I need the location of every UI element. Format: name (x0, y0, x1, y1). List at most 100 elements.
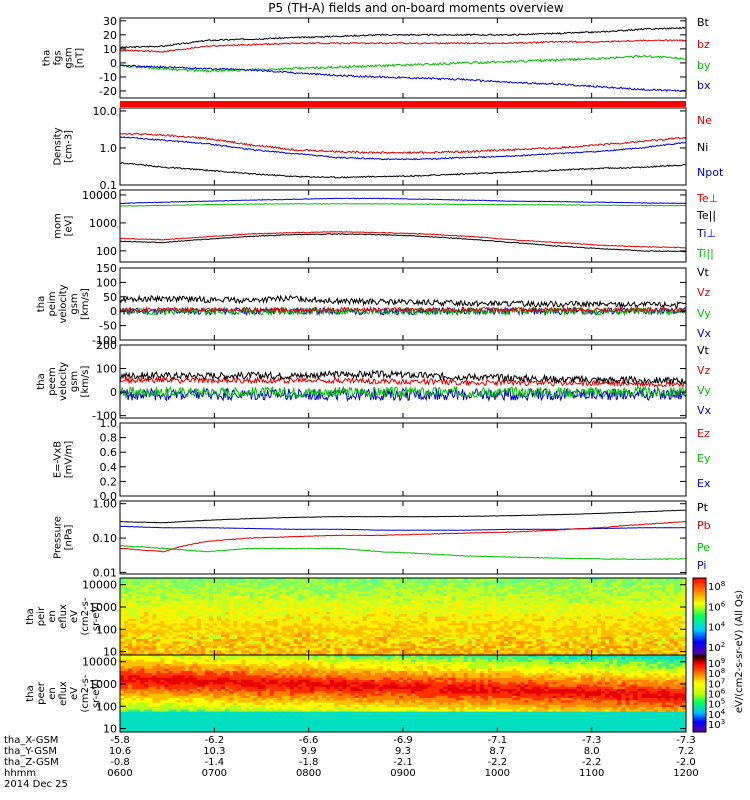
series-Pb (120, 521, 686, 553)
series-Pt (120, 509, 686, 524)
ephem-value: -7.3 (582, 735, 602, 746)
ephem-value: 9.9 (301, 746, 317, 757)
series-bx (120, 64, 686, 93)
ephem-row-label: tha_Y-GSM (4, 746, 57, 757)
y-tick-label: 150 (96, 262, 117, 275)
y-tick-label: 10000 (82, 189, 117, 202)
quality-flag-bar (120, 101, 686, 107)
y-axis-label: peim (47, 291, 58, 316)
y-tick-label: 0.6 (100, 446, 118, 459)
spectrogram (120, 578, 686, 655)
panel-8: 10000 1000 100 10 tha peer en eflux eV (cm2-s-sr-… (25, 654, 726, 736)
ephem-value: -6.9 (393, 735, 413, 746)
ephemeris-table: tha_X-GSM tha_Y-GSM tha_Z-GSM hhmm 2014 … (4, 735, 699, 790)
ephem-value: 0800 (296, 768, 321, 779)
panel-frame (119, 500, 687, 575)
y-axis-label: sr-eV) (91, 602, 102, 631)
y-tick-label: 0.0 (100, 490, 118, 503)
y-axis-label: (cm2-s- (80, 597, 91, 635)
ephem-value: -7.3 (676, 735, 696, 746)
legend-by: by (697, 59, 711, 72)
ephem-value: -2.2 (488, 757, 508, 768)
ephem-value: -6.6 (299, 735, 319, 746)
ephem-row-label: hhmm (4, 768, 36, 779)
ephem-value: -2.1 (393, 757, 413, 768)
series-Ti⊥ (120, 197, 686, 205)
ephem-value: 0700 (202, 768, 227, 779)
y-axis-label: gsm (64, 47, 75, 68)
y-axis-label: [km/s] (80, 365, 91, 397)
y-axis-label: gsm (69, 371, 80, 392)
series-Vt (120, 294, 686, 309)
y-tick-label: 0.8 (100, 432, 118, 445)
y-tick-label: 1000 (89, 217, 117, 230)
y-tick-label: 50 (103, 291, 117, 304)
series-Vt (120, 369, 686, 386)
y-tick-label: 1000 (89, 678, 117, 691)
y-axis-label: eflux (58, 681, 69, 706)
ephem-row-label: tha_X-GSM (4, 735, 58, 746)
chart-title: P5 (TH-A) fields and on-board moments ov… (268, 1, 564, 15)
y-tick-label: -100 (92, 334, 117, 347)
legend-Ez: Ez (697, 427, 710, 440)
y-tick-label: 1000 (89, 601, 117, 614)
series-Te|| (120, 233, 686, 253)
y-tick-label: 10.0 (93, 105, 118, 118)
legend-Bt: Bt (697, 16, 710, 29)
panel-6: 1.00 0.10 0.01 Pressure [nPa] Pt Pb Pe Pi (53, 498, 711, 580)
legend-Ni: Ni (697, 141, 708, 154)
ephem-value: -2.2 (582, 757, 602, 768)
y-tick-label: 10 (103, 646, 117, 659)
y-axis-label: peem (47, 367, 58, 395)
y-axis-label: velocity (58, 362, 69, 401)
legend-Pt: Pt (697, 501, 709, 514)
ephem-value: 0600 (107, 768, 132, 779)
panel-5: 1.0 0.80.6 0.40.2 0.0 E=-VxB [mV/m] Ez Ey Ex (53, 417, 711, 503)
colorbar-tick-label: 104 (708, 621, 726, 634)
spectrogram (120, 655, 686, 732)
colorbar-tick-label: 102 (708, 641, 725, 654)
panel-1: 10.0 1.0 0.1 Density [cm-3] Ne Ni Npot (53, 105, 724, 192)
ephem-value: 1200 (673, 768, 698, 779)
y-tick-label: 1.00 (93, 498, 118, 511)
series-Pi (120, 525, 686, 531)
ephem-row-label: tha_Z-GSM (4, 757, 59, 768)
legend-Pb: Pb (697, 519, 711, 532)
y-tick-label: 0 (110, 305, 117, 318)
legend-Vx: Vx (697, 404, 712, 417)
y-tick-label: 10000 (82, 579, 117, 592)
series-Pe (120, 544, 686, 561)
y-axis-label: mom (53, 213, 64, 239)
y-axis-label: [nPa] (64, 524, 75, 550)
y-tick-label: 1.0 (100, 417, 118, 430)
y-tick-label: 20 (103, 29, 117, 42)
y-tick-label: 100 (96, 623, 117, 636)
colorbar (692, 654, 707, 733)
y-tick-label: 100 (96, 245, 117, 258)
y-tick-label: 10 (103, 723, 117, 736)
colorbar-tick-label: 106 (708, 600, 726, 613)
ephem-value: 0900 (390, 768, 415, 779)
y-tick-label: 100 (96, 700, 117, 713)
legend-Npot: Npot (697, 166, 724, 179)
y-tick-label: 1.0 (100, 142, 118, 155)
legend-Ti⊥: Ti⊥ (696, 227, 716, 240)
y-tick-label: 10000 (82, 656, 117, 669)
y-axis-label: eV (69, 687, 80, 700)
legend-Vz: Vz (697, 364, 711, 377)
series-Te⊥ (120, 231, 686, 249)
colorbar-tick-label: 103 (708, 718, 725, 731)
y-tick-label: 0 (110, 386, 117, 399)
legend-Ey: Ey (697, 452, 711, 465)
colorbar-tick-label: 108 (708, 580, 725, 593)
y-tick-label: 0.1 (100, 179, 118, 192)
y-tick-label: 0 (110, 57, 117, 70)
y-axis-label: Pressure (53, 516, 64, 559)
ephem-value: -6.2 (205, 735, 225, 746)
panel-4: 200 100 0 -100 tha peem velocity gsm [km/s] Vt Vz V… (36, 339, 712, 423)
y-axis-label: E=-VxB (53, 441, 64, 478)
legend-Vt: Vt (697, 344, 710, 357)
series-Vz (120, 375, 686, 388)
ephem-value: 8.0 (584, 746, 600, 757)
